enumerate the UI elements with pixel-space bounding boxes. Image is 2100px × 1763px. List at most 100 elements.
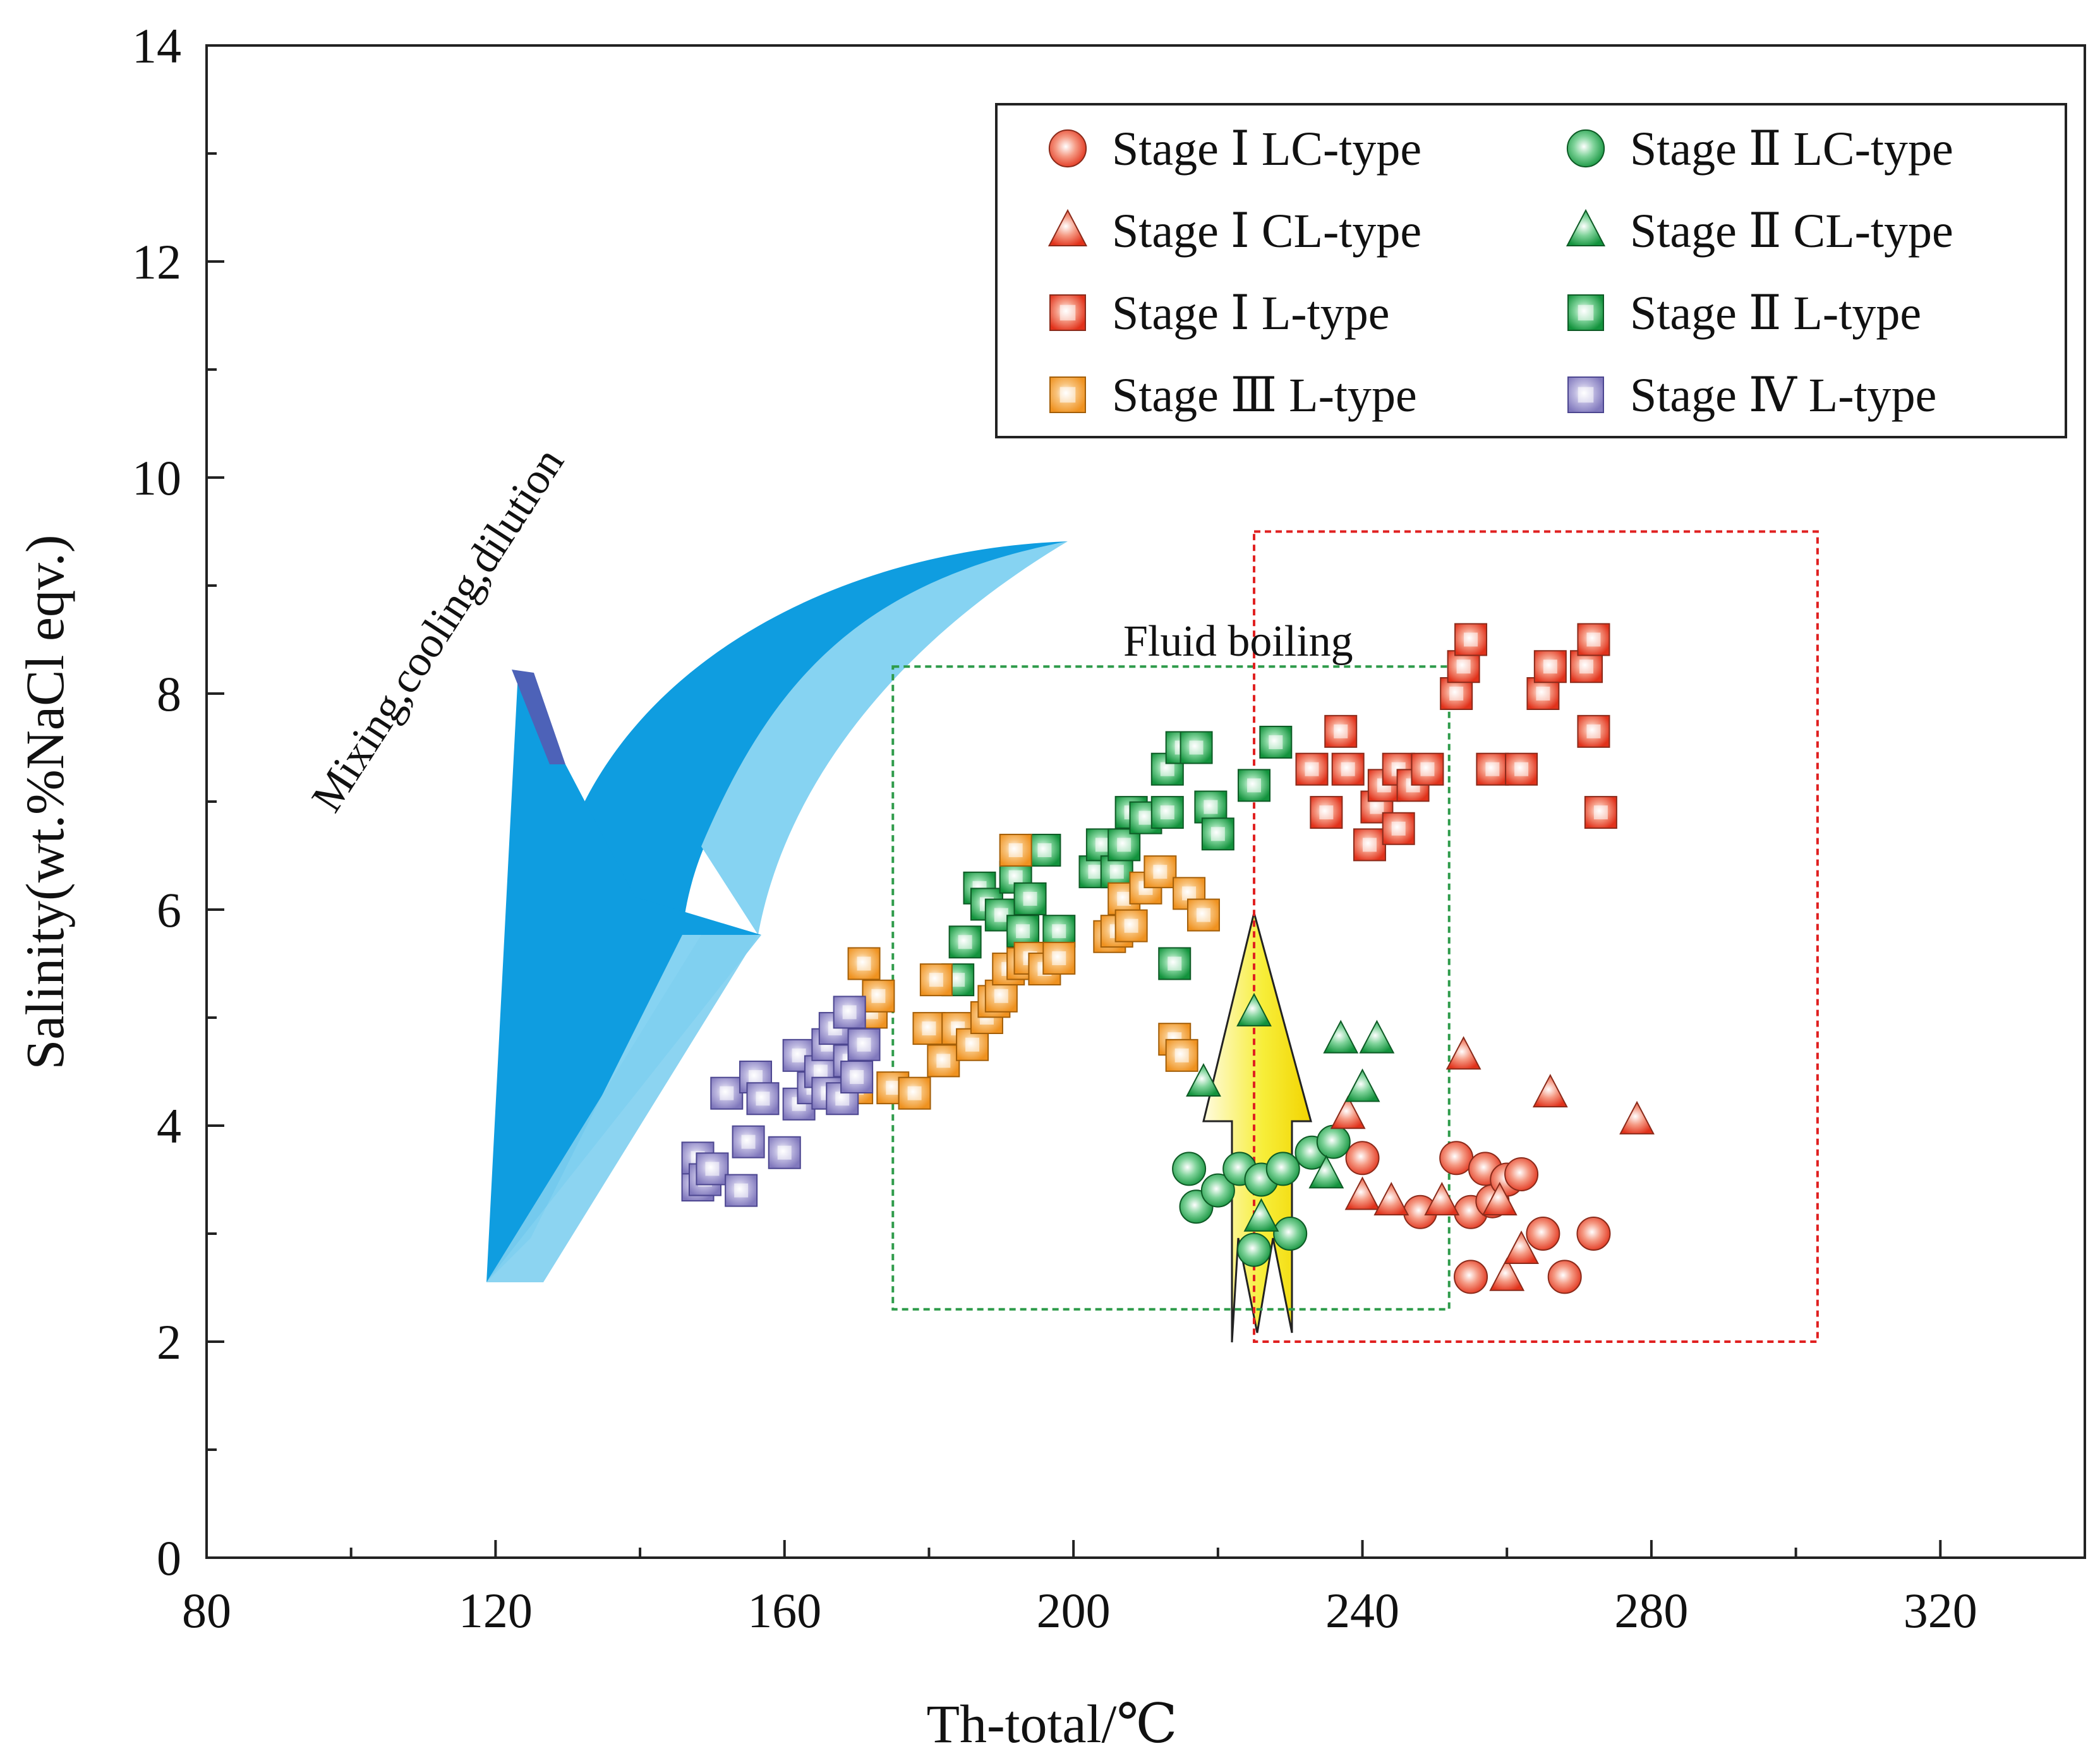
legend-marker <box>1566 129 1605 168</box>
y-tick-label: 14 <box>132 18 181 73</box>
data-point <box>1237 1232 1272 1267</box>
data-point-highlight <box>777 1145 792 1160</box>
data-point-highlight <box>1341 762 1355 776</box>
data-point-highlight <box>842 1005 857 1020</box>
data-point <box>919 963 953 997</box>
data-point <box>1186 1062 1221 1097</box>
data-point-highlight <box>907 1086 922 1100</box>
series-1 <box>1172 1124 1351 1267</box>
legend-marker-highlight <box>1578 387 1594 403</box>
data-point-highlight <box>1334 724 1348 738</box>
data-point-highlight <box>792 1048 806 1062</box>
series-3 <box>1186 992 1395 1232</box>
data-point-highlight <box>1586 724 1601 738</box>
red-box <box>1253 530 1819 1343</box>
x-tick-label: 200 <box>1037 1583 1111 1638</box>
data-point-highlight <box>1168 956 1182 971</box>
data-point-highlight <box>922 1021 936 1036</box>
data-point <box>1345 1141 1380 1176</box>
data-point-highlight <box>1008 870 1023 884</box>
data-point-highlight <box>1160 762 1174 776</box>
data-point <box>1504 1230 1540 1265</box>
data-point-highlight <box>1182 886 1197 901</box>
data-point-highlight <box>871 989 886 1003</box>
data-point-highlight <box>936 1054 951 1068</box>
data-point-highlight <box>929 973 943 987</box>
data-point-highlight <box>1456 659 1471 674</box>
data-point <box>833 996 866 1029</box>
data-point-highlight <box>756 1092 770 1106</box>
data-point-highlight <box>1117 838 1131 852</box>
data-point-highlight <box>1362 838 1377 852</box>
data-point-highlight <box>1189 740 1204 755</box>
data-point-highlight <box>1449 687 1464 701</box>
data-point <box>1236 992 1272 1026</box>
data-point-highlight <box>1269 735 1283 749</box>
data-point-highlight <box>994 989 1008 1003</box>
data-point-highlight <box>1536 687 1550 701</box>
fluid-boiling-arrow <box>1202 912 1312 1343</box>
data-point <box>1489 1257 1525 1291</box>
data-point <box>948 925 982 959</box>
data-point <box>1532 1074 1568 1108</box>
y-tick-label: 4 <box>157 1098 181 1153</box>
series-2 <box>1330 1036 1655 1291</box>
data-point-highlight <box>1420 762 1435 776</box>
axes-layer: 80 120 160 200 240 280 320 0 2 4 6 8 10 12 14 <box>132 18 1977 1638</box>
data-point <box>696 1152 729 1186</box>
y-tick-label: 0 <box>157 1531 181 1585</box>
data-point-highlight <box>1543 659 1557 674</box>
y-tick-label: 2 <box>157 1315 181 1369</box>
data-point <box>1481 1182 1518 1216</box>
data-point-highlight <box>1088 865 1102 879</box>
y-tick-label: 6 <box>157 882 181 937</box>
data-point-highlight <box>1117 891 1131 906</box>
data-point-highlight <box>951 973 965 987</box>
data-point-highlight <box>1138 810 1153 825</box>
data-point-highlight <box>857 956 871 971</box>
data-point <box>1439 1141 1474 1176</box>
data-point-highlight <box>749 1070 763 1085</box>
legend-marker-highlight <box>1059 387 1076 403</box>
data-point-highlight <box>1023 891 1037 906</box>
data-point-highlight <box>1210 827 1225 841</box>
data-point-highlight <box>994 908 1008 922</box>
legend-marker <box>1566 208 1606 246</box>
data-point <box>1424 1182 1460 1216</box>
points-layer <box>681 623 1655 1294</box>
y-tick-label: 12 <box>132 234 181 289</box>
data-point-highlight <box>886 1081 900 1095</box>
legend-marker <box>1048 129 1087 168</box>
data-point <box>1243 1198 1279 1232</box>
data-point <box>1344 1176 1380 1210</box>
data-point <box>1576 1217 1611 1251</box>
data-point-highlight <box>1052 951 1066 965</box>
legend-label: Stage Ⅰ LC-type <box>1112 123 1421 176</box>
legend-marker <box>1047 208 1088 246</box>
data-point-highlight <box>958 935 972 949</box>
data-point <box>1445 1036 1481 1070</box>
data-point-highlight <box>1095 838 1109 852</box>
x-axis-title: Th-total/℃ <box>926 1694 1177 1754</box>
data-point-highlight <box>1586 632 1601 647</box>
mixing-cooling-dilution-arrow <box>486 541 1068 1282</box>
data-point-highlight <box>1124 918 1138 933</box>
data-point-highlight <box>1037 843 1052 857</box>
data-point-highlight <box>857 1037 871 1052</box>
data-point <box>732 1125 765 1158</box>
data-point <box>1330 1095 1366 1129</box>
data-point <box>1316 1124 1351 1159</box>
data-point-highlight <box>1204 800 1218 814</box>
data-point <box>1526 1217 1560 1251</box>
data-point-highlight <box>1109 865 1124 879</box>
data-point <box>1619 1100 1655 1134</box>
data-point-highlight <box>720 1086 734 1100</box>
data-point-highlight <box>1174 1048 1189 1062</box>
legend-label: Stage Ⅳ L-type <box>1630 369 1936 422</box>
x-tick-label: 320 <box>1904 1583 1977 1638</box>
legend-label: Stage Ⅱ CL-type <box>1630 205 1953 258</box>
data-point-highlight <box>813 1064 828 1079</box>
data-point <box>1504 1157 1539 1191</box>
fluid-boiling-label: Fluid boiling <box>1123 617 1353 666</box>
x-tick-label: 160 <box>747 1583 821 1638</box>
